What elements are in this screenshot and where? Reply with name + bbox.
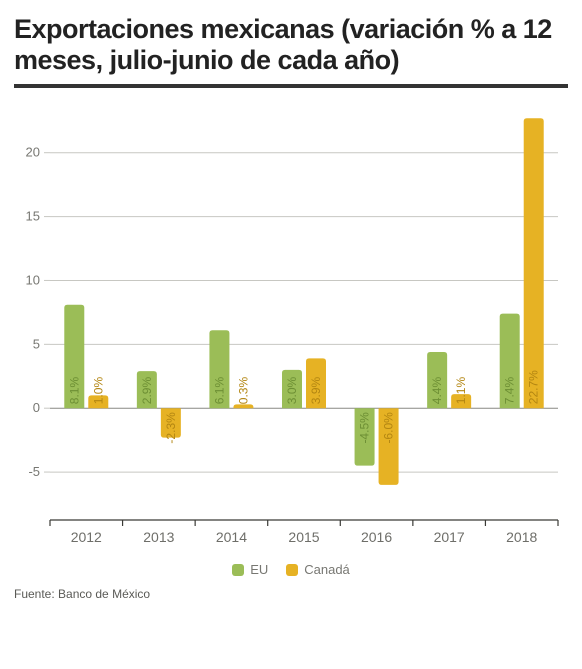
svg-text:2012: 2012: [71, 529, 102, 545]
svg-text:2015: 2015: [288, 529, 319, 545]
svg-text:1.0%: 1.0%: [91, 377, 105, 405]
svg-text:5: 5: [33, 336, 40, 351]
legend-label: EU: [250, 562, 268, 577]
chart-container: -5 0 5 10 15 20 2012 2013 2014 2015 2016 2017 2018 8.…: [14, 94, 568, 554]
legend-label: Canadá: [304, 562, 350, 577]
svg-text:20: 20: [26, 145, 40, 160]
legend-swatch: [232, 564, 244, 576]
svg-text:2016: 2016: [361, 529, 392, 545]
chart-legend: EU Canadá: [14, 562, 568, 577]
legend-item: EU: [232, 562, 268, 577]
svg-text:0: 0: [33, 400, 40, 415]
svg-text:4.4%: 4.4%: [430, 377, 444, 405]
svg-text:2013: 2013: [143, 529, 174, 545]
svg-text:3.9%: 3.9%: [309, 377, 323, 405]
svg-text:1.1%: 1.1%: [454, 377, 468, 405]
svg-text:8.1%: 8.1%: [67, 377, 81, 405]
svg-text:15: 15: [26, 209, 40, 224]
chart-source: Fuente: Banco de México: [14, 587, 568, 601]
svg-text:6.1%: 6.1%: [212, 377, 226, 405]
svg-text:10: 10: [26, 273, 40, 288]
svg-text:2018: 2018: [506, 529, 537, 545]
svg-text:3.0%: 3.0%: [285, 377, 299, 405]
svg-text:-4.5%: -4.5%: [358, 412, 372, 444]
svg-text:-6.0%: -6.0%: [382, 412, 396, 444]
svg-text:22.7%: 22.7%: [527, 370, 541, 404]
bar-chart: -5 0 5 10 15 20 2012 2013 2014 2015 2016 2017 2018 8.…: [14, 94, 568, 554]
svg-text:2017: 2017: [434, 529, 465, 545]
legend-swatch: [286, 564, 298, 576]
svg-text:7.4%: 7.4%: [503, 377, 517, 405]
title-rule: [14, 84, 568, 88]
svg-text:-5: -5: [28, 464, 40, 479]
svg-text:-2.3%: -2.3%: [164, 412, 178, 444]
chart-title: Exportaciones mexicanas (variación % a 1…: [14, 14, 568, 76]
svg-text:2014: 2014: [216, 529, 247, 545]
legend-item: Canadá: [286, 562, 350, 577]
svg-text:2.9%: 2.9%: [140, 377, 154, 405]
svg-text:0.3%: 0.3%: [236, 377, 250, 405]
